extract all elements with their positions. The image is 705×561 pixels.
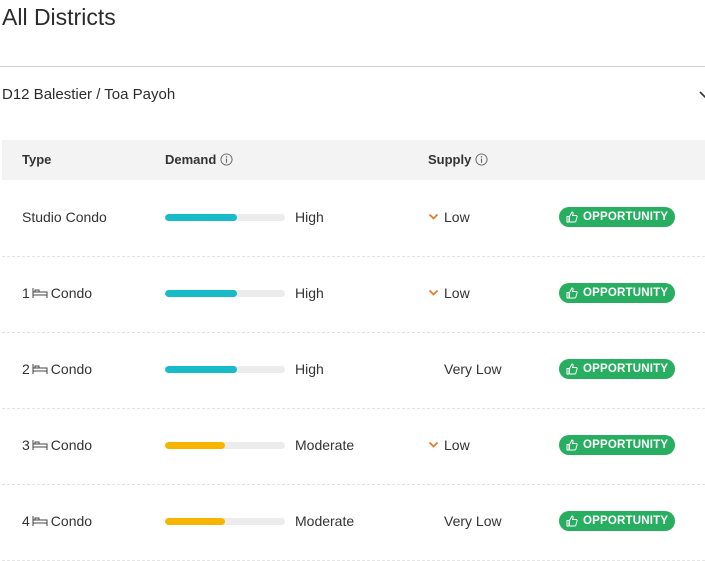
type-label: Condo — [50, 513, 93, 529]
type-cell: Studio Condo — [22, 209, 107, 225]
demand-bar-fill — [165, 290, 237, 297]
opportunity-badge: OPPORTUNITY — [559, 435, 676, 455]
supply-cell: Low — [428, 209, 470, 225]
thumbs-up-icon — [566, 287, 578, 299]
supply-cell: Very Low — [428, 361, 502, 377]
bedroom-count: 3 — [22, 437, 30, 453]
demand-bar — [165, 290, 285, 297]
table-row: 2 Condo High Very Low OPPORTUNITY — [2, 332, 705, 409]
page-title: All Districts — [2, 4, 116, 30]
type-cell: 3 Condo — [22, 437, 92, 453]
chevron-down-icon — [428, 441, 439, 448]
table-row: 3 Condo Moderate Low OPPORTUNITY — [2, 408, 705, 485]
type-cell: 1 Condo — [22, 285, 92, 301]
demand-bar — [165, 214, 285, 221]
thumbs-up-icon — [566, 211, 578, 223]
district-name[interactable]: D12 Balestier / Toa Payoh — [2, 86, 176, 103]
supply-cell: Low — [428, 285, 470, 301]
table-row: Studio Condo High Low OPPORTUNITY — [2, 180, 705, 257]
bed-icon — [32, 288, 48, 298]
badge-label: OPPORTUNITY — [583, 439, 669, 451]
header-demand-label: Demand — [165, 152, 217, 167]
supply-label: Low — [444, 285, 470, 301]
demand-bar-fill — [165, 442, 225, 449]
demand-label: High — [295, 285, 324, 301]
chevron-down-icon — [428, 213, 439, 220]
demand-bar — [165, 518, 285, 525]
bed-icon — [32, 364, 48, 374]
bedroom-count: 2 — [22, 361, 30, 377]
demand-label: Moderate — [295, 437, 355, 453]
type-label: Condo — [50, 437, 93, 453]
demand-label: High — [295, 361, 324, 377]
demand-bar — [165, 442, 285, 449]
opportunity-badge: OPPORTUNITY — [559, 283, 676, 303]
thumbs-up-icon — [566, 439, 578, 451]
chevron-down-icon — [428, 289, 439, 296]
demand-label: Moderate — [295, 513, 355, 529]
header-type: Type — [22, 152, 51, 167]
demand-label: High — [295, 209, 324, 225]
header-demand: Demand — [165, 152, 233, 167]
chevron-down-icon[interactable] — [698, 88, 705, 102]
bed-icon — [32, 440, 48, 450]
table-header: Type Demand Supply — [2, 140, 705, 180]
supply-label: Very Low — [444, 361, 502, 377]
demand-bar-fill — [165, 518, 225, 525]
supply-cell: Low — [428, 437, 470, 453]
opportunity-badge: OPPORTUNITY — [559, 207, 676, 227]
opportunity-badge: OPPORTUNITY — [559, 359, 676, 379]
type-cell: 2 Condo — [22, 361, 92, 377]
badge-label: OPPORTUNITY — [583, 363, 669, 375]
divider — [0, 66, 705, 67]
badge-label: OPPORTUNITY — [583, 515, 669, 527]
type-label: Studio Condo — [22, 209, 107, 225]
demand-bar-fill — [165, 214, 237, 221]
header-type-label: Type — [22, 152, 52, 167]
table-row: 1 Condo High Low OPPORTUNITY — [2, 256, 705, 333]
header-supply: Supply — [428, 152, 488, 167]
badge-label: OPPORTUNITY — [583, 211, 669, 223]
type-label: Condo — [50, 361, 93, 377]
table-row: 4 Condo Moderate Very Low OPPORTUNITY — [2, 484, 705, 561]
opportunity-badge: OPPORTUNITY — [559, 511, 676, 531]
thumbs-up-icon — [566, 363, 578, 375]
supply-label: Low — [444, 437, 470, 453]
supply-label: Low — [444, 209, 470, 225]
info-icon[interactable] — [475, 153, 488, 166]
demand-bar-fill — [165, 366, 237, 373]
header-supply-label: Supply — [428, 152, 472, 167]
supply-label: Very Low — [444, 513, 502, 529]
info-icon[interactable] — [220, 153, 233, 166]
supply-cell: Very Low — [428, 513, 502, 529]
demand-bar — [165, 366, 285, 373]
type-cell: 4 Condo — [22, 513, 92, 529]
bedroom-count: 4 — [22, 513, 30, 529]
type-label: Condo — [50, 285, 93, 301]
bedroom-count: 1 — [22, 285, 30, 301]
badge-label: OPPORTUNITY — [583, 287, 669, 299]
thumbs-up-icon — [566, 515, 578, 527]
bed-icon — [32, 516, 48, 526]
